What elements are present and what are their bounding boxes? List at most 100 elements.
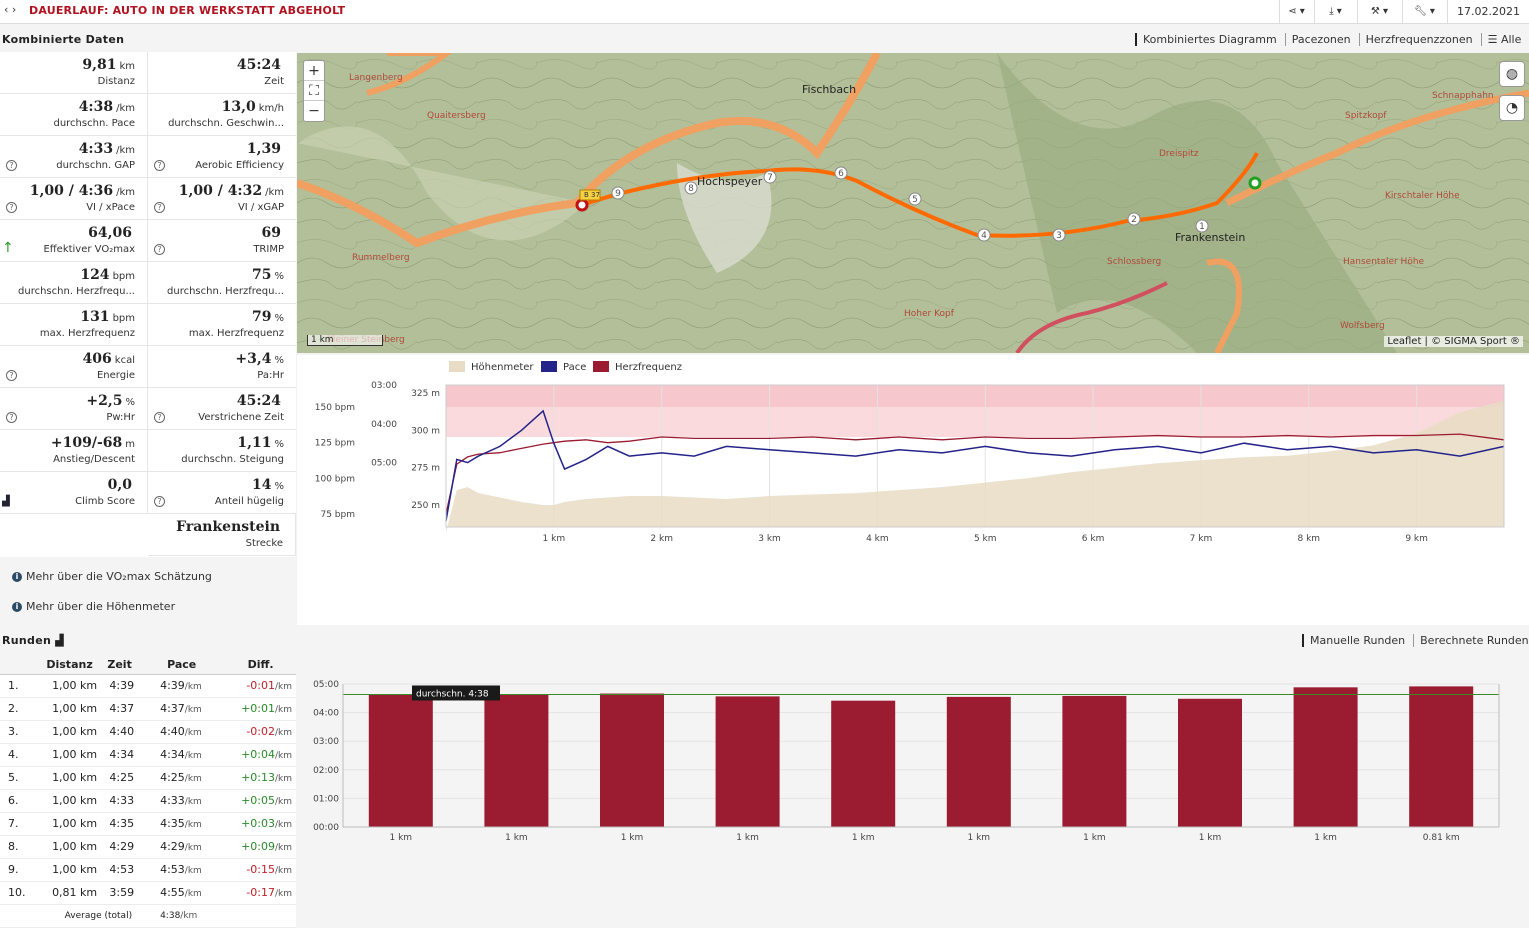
stat-label: Energie — [96, 370, 135, 381]
stat-8: 64,06 Effektiver VO₂max ↑ — [0, 220, 148, 262]
back-forward-icon[interactable]: ‹ › — [4, 3, 17, 16]
stat-value-text: +109/-68 — [50, 435, 123, 451]
lap-dist-value: 1,00 km — [52, 702, 98, 715]
stat-16: +2,5% Pw:Hr? — [0, 388, 148, 430]
lap-time: 3:59 — [101, 881, 139, 905]
laps-chart[interactable]: 05:00 04:00 03:00 02:00 01:00 00:00 1 km 1 km 1 … — [297, 670, 1529, 850]
stat-value-text: 1,00 / 4:32 — [178, 183, 263, 199]
y-tick-label: 05:00 — [313, 680, 339, 690]
stat-value-text: 9,81 — [82, 57, 117, 73]
lap-row[interactable]: 9. 1,00 km 4:53 4:53/km -0:15/km — [0, 858, 296, 882]
help-icon[interactable]: ? — [154, 412, 165, 423]
lap-time-value: 3:59 — [109, 886, 135, 899]
stat-label: durchschn. Geschwin... — [168, 118, 284, 129]
share-icon[interactable]: ⋖ ▾ — [1279, 0, 1313, 24]
tab-combined[interactable]: Kombiniertes Diagramm — [1135, 33, 1283, 46]
laps-col-header[interactable]: Zeit — [101, 656, 139, 675]
lap-pace: 4:53/km — [138, 858, 226, 882]
wrench-icon[interactable]: 🔧︎ ▾ — [1402, 0, 1446, 24]
lap-bar[interactable] — [946, 696, 1011, 827]
lap-row[interactable]: 1. 1,00 km 4:39 4:39/km -0:01/km — [0, 674, 296, 698]
globe-icon[interactable]: ◍ — [1499, 61, 1525, 87]
combined-heading: Kombinierte Daten — [2, 33, 125, 46]
tab-pacezones[interactable]: Pacezonen — [1284, 33, 1357, 46]
pace-tick-label: 05:00 — [371, 459, 397, 469]
zoom-in-button[interactable]: + — [304, 61, 324, 81]
help-icon[interactable]: ? — [154, 202, 165, 213]
help-icon[interactable]: ? — [6, 412, 17, 423]
stat-6: 1,00 / 4:36/km VI / xPace? — [0, 178, 148, 220]
lap-bar[interactable] — [831, 700, 896, 827]
help-icon[interactable]: ? — [154, 160, 165, 171]
lap-pace: 4:40/km — [138, 720, 226, 744]
tab-computed-laps[interactable]: Berechnete Runden — [1413, 634, 1529, 647]
stat-label: Anstieg/Descent — [53, 454, 135, 465]
lap-unit: /km — [184, 820, 202, 830]
lap-bar[interactable] — [484, 694, 549, 827]
tab-all[interactable]: ☰ Alle — [1480, 33, 1528, 46]
stat-value-text: 14 — [252, 477, 272, 493]
stat-14: 406 kcal Energie? — [0, 346, 148, 388]
stat-unit: /km — [116, 103, 135, 114]
help-icon[interactable]: ? — [6, 160, 17, 171]
fullscreen-icon[interactable]: ⛶ — [304, 81, 324, 101]
route-map[interactable]: 9 8 7 6 5 4 3 2 1 Langenberg Quaitersberg Fischb… — [297, 53, 1529, 353]
combined-chart[interactable]: Höhenmeter Pace Herzfrequenz 1 km 2 km 3 km 4 … — [297, 355, 1529, 625]
lap-row[interactable]: 10. 0,81 km 3:59 4:55/km -0:17/km — [0, 881, 296, 905]
help-icon[interactable]: ? — [154, 244, 165, 255]
lap-unit: /km — [274, 751, 292, 761]
lap-unit: /km — [184, 705, 202, 715]
info-vo2max[interactable]: i Mehr über die VO₂max Schätzung — [12, 570, 212, 583]
chart-icon[interactable]: ▟ — [55, 634, 65, 647]
lap-row[interactable]: 7. 1,00 km 4:35 4:35/km +0:03/km — [0, 812, 296, 836]
laps-col-header[interactable]: Pace — [138, 656, 226, 675]
map-attribution[interactable]: Leaflet | © SIGMA Sport ® — [1384, 336, 1523, 347]
lap-pace: 4:25/km — [138, 766, 226, 790]
lap-bar[interactable] — [1409, 686, 1474, 827]
stat-label: Strecke — [245, 538, 283, 549]
map-place-label: Hochspeyer — [697, 175, 763, 188]
tools-icon[interactable]: ⚒ ▾ — [1357, 0, 1401, 24]
stat-value-text: 124 — [80, 267, 110, 283]
speedometer-icon[interactable]: ◔ — [1499, 95, 1525, 121]
lap-row[interactable]: 2. 1,00 km 4:37 4:37/km +0:01/km — [0, 697, 296, 721]
lap-bar[interactable] — [368, 694, 433, 827]
lap-bar[interactable] — [1062, 695, 1127, 827]
tab-hrzones[interactable]: Herzfrequenzzonen — [1358, 33, 1479, 46]
lap-pace-value: 4:40 — [160, 725, 185, 738]
svg-text:5: 5 — [912, 195, 918, 205]
lap-dist: 1,00 km — [37, 697, 102, 721]
lap-bar[interactable] — [1178, 698, 1242, 827]
lap-diff: +0:13/km — [225, 766, 296, 790]
legend-label[interactable]: Höhenmeter — [471, 362, 534, 373]
lap-row[interactable]: 8. 1,00 km 4:29 4:29/km +0:09/km — [0, 835, 296, 859]
lap-bar[interactable] — [715, 696, 780, 827]
help-icon[interactable]: ? — [6, 370, 17, 381]
x-tick-label: 9 km — [1405, 534, 1428, 544]
lap-row[interactable]: 6. 1,00 km 4:33 4:33/km +0:05/km — [0, 789, 296, 813]
stat-unit: % — [125, 397, 135, 408]
map-place-label: Dreispitz — [1159, 149, 1199, 159]
laps-col-header[interactable] — [0, 656, 38, 675]
tab-manual-laps[interactable]: Manuelle Runden — [1302, 634, 1412, 647]
help-icon[interactable]: ? — [6, 202, 17, 213]
stat-17: 45:24 Verstrichene Zeit? — [148, 388, 296, 430]
lap-unit: /km — [274, 682, 292, 692]
laps-col-header[interactable]: Diff. — [225, 656, 296, 675]
map-place-label: Spitzkopf — [1345, 111, 1387, 121]
laps-col-header[interactable]: Distanz — [37, 656, 102, 675]
lap-diff: +0:03/km — [225, 812, 296, 836]
info-elevation[interactable]: i Mehr über die Höhenmeter — [12, 600, 175, 613]
lap-bar[interactable] — [600, 693, 664, 827]
zoom-out-button[interactable]: − — [308, 103, 320, 119]
lap-row[interactable]: 3. 1,00 km 4:40 4:40/km -0:02/km — [0, 720, 296, 744]
lap-row[interactable]: 4. 1,00 km 4:34 4:34/km +0:04/km — [0, 743, 296, 767]
stat-7: 1,00 / 4:32/km VI / xGAP? — [148, 178, 296, 220]
y-tick-label: 00:00 — [313, 823, 339, 833]
lap-row[interactable]: 5. 1,00 km 4:25 4:25/km +0:13/km — [0, 766, 296, 790]
legend-label[interactable]: Herzfrequenz — [615, 362, 682, 373]
download-icon[interactable]: ⤓ ▾ — [1314, 0, 1356, 24]
lap-bar[interactable] — [1293, 687, 1358, 827]
legend-label[interactable]: Pace — [563, 362, 586, 373]
help-icon[interactable]: ? — [154, 496, 165, 507]
